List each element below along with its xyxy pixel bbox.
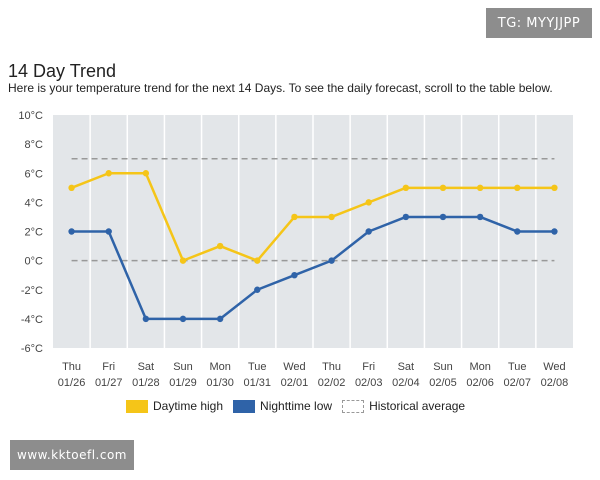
nighttime-low-point [551, 228, 558, 235]
daytime-high-point [365, 199, 372, 206]
nighttime-low-point [142, 315, 150, 323]
x-tick-day-label: Mon [469, 361, 490, 373]
x-tick-day-label: Thu [322, 361, 341, 373]
x-tick-day-label: Sat [398, 361, 415, 373]
nighttime-low-point [179, 315, 187, 323]
x-tick-date-label: 02/08 [541, 377, 569, 389]
legend-swatch-average [342, 399, 365, 413]
nighttime-low-point [439, 213, 447, 221]
x-tick-date-label: 02/01 [281, 377, 309, 389]
daytime-high-point [68, 184, 75, 192]
x-tick-day-label: Sat [138, 361, 155, 373]
chart-legend: Daytime high Nighttime low Historical av… [126, 399, 475, 413]
daytime-high-point [179, 257, 187, 264]
y-tick-label: 6°C [25, 168, 44, 180]
daytime-high-point [216, 242, 224, 250]
nighttime-low-point [216, 315, 224, 323]
watermark-top: TG: MYYJJPP [486, 8, 592, 38]
legend-swatch-low [233, 399, 256, 413]
nighttime-low-point [68, 228, 75, 235]
daytime-high-line [71, 172, 555, 262]
x-tick-day-label: Thu [62, 361, 81, 373]
y-tick-label: -6°C [21, 343, 43, 355]
daytime-high-point [476, 184, 484, 192]
x-tick-date-label: 01/30 [206, 377, 234, 389]
x-tick-day-label: Sun [173, 361, 193, 373]
daytime-high-point [328, 213, 335, 221]
x-tick-date-label: 01/27 [95, 377, 123, 389]
nighttime-low-point [365, 228, 372, 235]
x-tick-date-label: 01/31 [244, 377, 272, 389]
y-tick-label: 0°C [25, 256, 44, 268]
x-tick-day-label: Fri [362, 361, 375, 373]
y-tick-label: 8°C [25, 139, 44, 151]
nighttime-low-line [71, 215, 555, 321]
temperature-chart: 10°C 8°C 6°C 4°C 2°C 0°C -2°C -4°C -6°C Thu 01/26 F… [18, 110, 573, 389]
daytime-high-point [402, 184, 410, 192]
nighttime-low-point [105, 228, 112, 235]
daytime-high-point [514, 184, 521, 192]
y-tick-label: 4°C [25, 197, 44, 209]
y-tick-label: 10°C [18, 110, 43, 122]
daytime-high-point [254, 257, 261, 264]
y-tick-label: -2°C [21, 285, 43, 297]
daytime-high-point [551, 184, 558, 192]
legend-item-high[interactable]: Daytime high [126, 399, 223, 413]
legend-swatch-high [126, 399, 148, 413]
x-tick-date-label: 02/06 [466, 377, 494, 389]
nighttime-low-point [291, 271, 298, 279]
legend-label-average: Historical average [369, 399, 466, 413]
nighttime-low-point [476, 213, 484, 221]
x-tick-day-label: Wed [543, 361, 565, 373]
x-tick-date-label: 01/26 [58, 377, 86, 389]
daytime-high-point [439, 184, 447, 192]
nighttime-low-point [402, 213, 410, 221]
x-tick-day-label: Tue [248, 361, 267, 373]
chart-subtitle: Here is your temperature trend for the n… [8, 81, 553, 95]
x-tick-day-label: Tue [508, 361, 527, 373]
x-tick-date-label: 02/05 [429, 377, 457, 389]
x-tick-day-label: Mon [209, 361, 230, 373]
y-tick-label: 2°C [25, 227, 44, 239]
daytime-high-point [291, 213, 298, 221]
y-tick-label: -4°C [21, 314, 43, 326]
legend-item-low[interactable]: Nighttime low [233, 399, 332, 413]
x-tick-date-label: 02/02 [318, 377, 346, 389]
watermark-bottom: www.kktoefl.com [10, 440, 134, 470]
x-tick-day-label: Wed [283, 361, 305, 373]
x-tick-date-label: 02/04 [392, 377, 420, 389]
x-tick-day-label: Sun [433, 361, 453, 373]
chart-title: 14 Day Trend [8, 61, 117, 81]
nighttime-low-point [254, 286, 261, 293]
x-tick-day-label: Fri [102, 361, 115, 373]
legend-label-high: Daytime high [153, 399, 224, 413]
x-tick-date-label: 01/28 [132, 377, 160, 389]
x-tick-date-label: 01/29 [169, 377, 197, 389]
daytime-high-point [105, 170, 112, 177]
nighttime-low-point [514, 228, 521, 235]
legend-label-low: Nighttime low [260, 399, 333, 413]
daytime-high-point [142, 170, 150, 177]
x-tick-date-label: 02/07 [504, 377, 532, 389]
legend-item-average[interactable]: Historical average [342, 399, 465, 413]
nighttime-low-point [328, 257, 335, 264]
x-tick-date-label: 02/03 [355, 377, 383, 389]
